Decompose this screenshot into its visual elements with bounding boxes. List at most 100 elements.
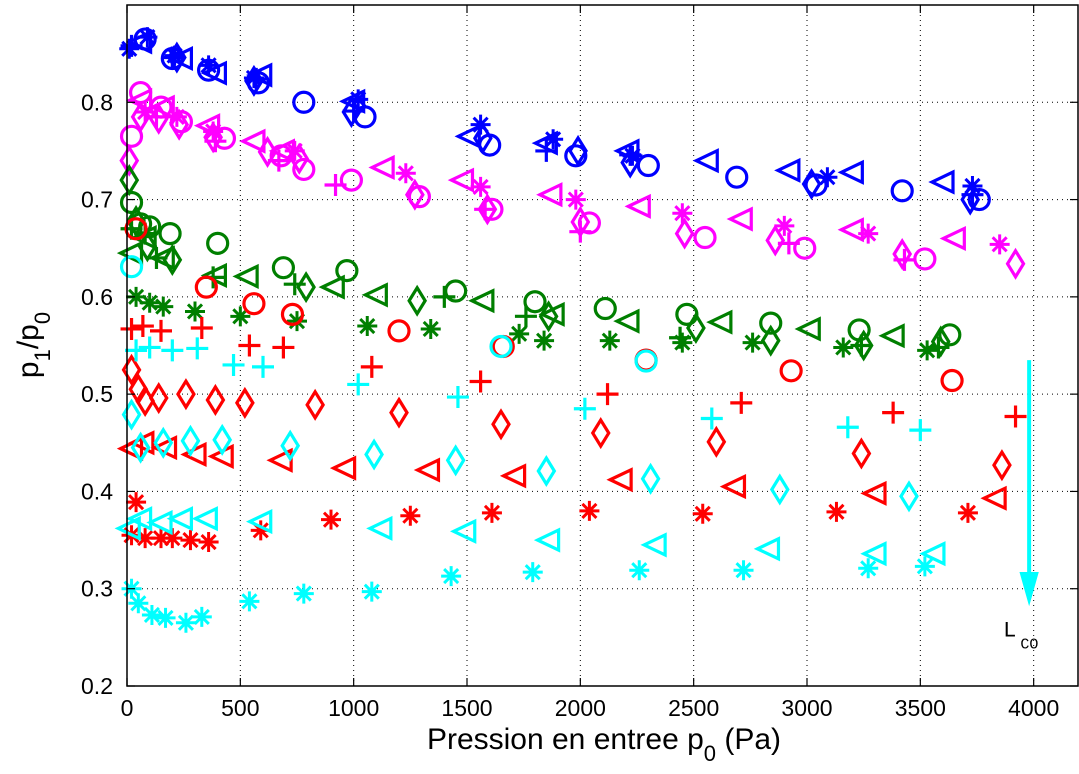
y-axis-label: p1/p0 <box>12 312 55 378</box>
data-point-green-asterisk <box>230 306 251 327</box>
data-point-red-circle <box>940 368 964 393</box>
data-point-cyan-triangle-left <box>919 541 946 567</box>
data-point-blue-asterisk <box>817 167 838 188</box>
data-point-magenta-diamond <box>257 135 278 168</box>
data-point-red-asterisk <box>151 528 171 549</box>
x-tick-label: 4000 <box>1008 695 1059 721</box>
data-point-cyan-plus <box>125 339 148 362</box>
data-point-magenta-diamond <box>1005 247 1026 280</box>
data-point-green-circle <box>158 222 182 246</box>
data-point-cyan-diamond <box>445 444 466 477</box>
data-point-cyan-triangle-left <box>114 515 141 541</box>
y-tick-label: 0.8 <box>81 89 113 115</box>
data-point-cyan-plus <box>186 337 209 360</box>
data-point-green-asterisk <box>672 332 693 353</box>
data-point-blue-diamond <box>472 122 493 155</box>
data-point-green-triangle-left <box>468 288 495 314</box>
data-point-red-asterisk <box>481 502 502 523</box>
data-point-red-plus <box>131 315 154 338</box>
x-tick-label: 1000 <box>328 695 379 721</box>
data-point-cyan-triangle-left <box>450 518 477 544</box>
data-point-magenta-triangle-left <box>726 206 753 232</box>
data-point-green-circle <box>335 258 359 283</box>
data-point-red-diamond <box>389 396 409 429</box>
data-point-blue-circle <box>890 179 914 203</box>
data-point-cyan-asterisk <box>361 581 382 602</box>
data-point-magenta-asterisk <box>672 203 693 224</box>
data-point-red-asterisk <box>250 520 271 541</box>
data-point-cyan-triangle-left <box>366 515 393 541</box>
data-point-red-diamond <box>305 388 326 421</box>
data-point-cyan-plus <box>446 386 469 409</box>
data-point-red-asterisk <box>579 500 600 521</box>
data-point-cyan-plus <box>909 419 932 442</box>
data-point-magenta-asterisk <box>565 189 586 210</box>
data-point-blue-triangle-left <box>928 169 955 195</box>
data-point-red-plus <box>360 355 383 378</box>
x-tick-label: 2500 <box>668 695 719 721</box>
data-point-red-diamond <box>590 417 611 450</box>
data-point-magenta-triangle-left <box>939 225 966 252</box>
data-point-green-triangle-left <box>878 323 905 349</box>
data-point-magenta-triangle-left <box>368 154 395 181</box>
x-axis-label: Pression en entree p0 (Pa) <box>427 723 781 766</box>
data-point-green-diamond <box>853 329 874 362</box>
data-point-red-asterisk <box>826 501 847 522</box>
data-point-cyan-plus <box>161 339 184 362</box>
data-point-red-triangle-left <box>266 447 293 473</box>
data-point-green-triangle-left <box>318 274 345 300</box>
data-point-magenta-diamond <box>289 142 310 175</box>
data-point-magenta-triangle-left <box>268 138 295 164</box>
data-point-red-diamond <box>706 425 727 458</box>
data-point-red-asterisk <box>198 532 219 553</box>
data-point-cyan-triangle-left <box>860 541 887 567</box>
data-point-red-diamond <box>121 353 142 386</box>
data-point-red-plus <box>469 370 492 393</box>
data-point-magenta-plus <box>324 173 347 196</box>
data-point-green-circle <box>938 323 962 347</box>
data-point-green-asterisk <box>917 340 938 361</box>
data-point-magenta-diamond <box>674 217 695 250</box>
data-point-magenta-circle <box>913 247 937 271</box>
lco-label: LCO <box>1003 618 1038 653</box>
data-point-cyan-asterisk <box>914 556 935 577</box>
data-point-cyan-asterisk <box>733 560 754 581</box>
axis-ticks: 0 500 1000 1500 2000 2500 3000 3500 4000 0.2 0.3 0.… <box>81 5 1078 721</box>
data-point-red-plus <box>190 316 213 339</box>
data-point-red-diamond <box>491 408 511 441</box>
data-point-red-asterisk <box>957 502 978 523</box>
data-point-magenta-diamond <box>765 224 786 257</box>
data-point-magenta-circle <box>793 236 817 260</box>
data-point-magenta-asterisk <box>774 215 795 236</box>
data-point-green-asterisk <box>833 337 854 358</box>
data-point-cyan-asterisk <box>175 612 196 633</box>
data-point-green-diamond <box>119 164 140 197</box>
data-point-red-triangle-left <box>499 463 527 489</box>
data-point-green-circle <box>593 296 617 321</box>
data-point-green-asterisk <box>139 292 160 313</box>
y-tick-label: 0.3 <box>81 576 113 602</box>
data-point-red-asterisk <box>692 503 713 524</box>
y-tick-label: 0.5 <box>81 381 113 407</box>
data-point-magenta-asterisk <box>989 234 1010 255</box>
data-point-magenta-circle <box>119 124 144 148</box>
data-point-cyan-plus <box>138 336 161 359</box>
data-point-blue-triangle-left <box>774 157 801 183</box>
data-point-magenta-diamond <box>130 100 151 133</box>
data-point-blue-asterisk <box>348 89 369 110</box>
data-point-magenta-plus <box>569 220 592 243</box>
data-point-magenta-diamond <box>404 178 425 211</box>
data-point-cyan-triangle-left <box>166 506 193 532</box>
data-point-red-diamond <box>992 449 1012 482</box>
data-point-green-asterisk <box>153 296 174 317</box>
data-point-cyan-diamond <box>212 423 233 456</box>
data-point-red-asterisk <box>126 492 147 513</box>
data-point-magenta-triangle-left <box>536 182 563 208</box>
data-point-red-plus <box>596 383 619 406</box>
data-point-cyan-triangle-left <box>191 506 218 532</box>
data-point-magenta-diamond <box>892 237 913 271</box>
data-point-cyan-plus <box>252 355 274 378</box>
data-point-green-asterisk <box>420 318 441 339</box>
data-point-cyan-diamond <box>280 429 301 462</box>
